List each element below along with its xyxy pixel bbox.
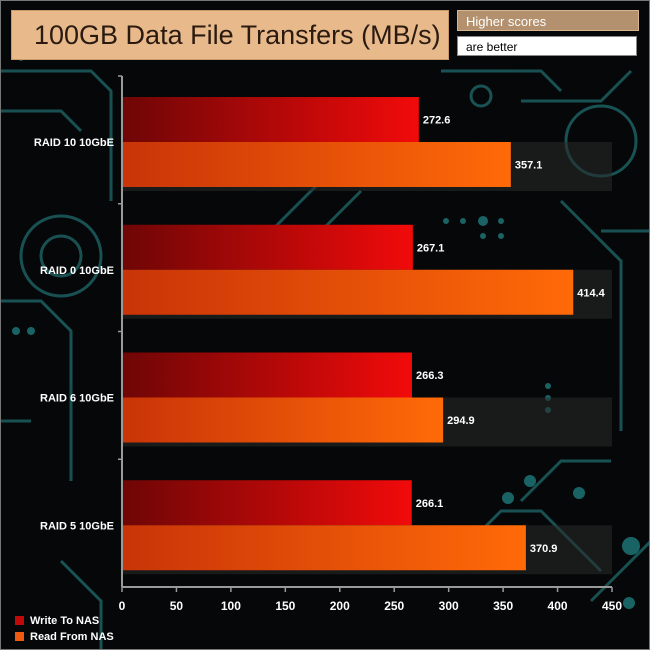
category-label: RAID 6 10GbE	[40, 393, 114, 405]
legend-item-read: Read From NAS	[15, 631, 114, 643]
data-label: 357.1	[515, 160, 543, 172]
x-tick-label: 200	[330, 599, 350, 613]
legend-swatch-read	[15, 632, 24, 641]
x-tick-label: 50	[170, 599, 184, 613]
title-box: 100GB Data File Transfers (MB/s)	[11, 10, 449, 60]
read-bar	[122, 142, 511, 187]
data-label: 266.1	[416, 498, 444, 510]
data-label: 294.9	[447, 415, 475, 427]
write-bar	[122, 97, 419, 142]
legend-label-write: Write To NAS	[30, 615, 100, 627]
write-bar	[122, 352, 412, 398]
read-bar	[122, 269, 574, 315]
legend-item-write: Write To NAS	[15, 615, 99, 627]
read-bar	[122, 525, 526, 571]
x-tick-label: 250	[384, 599, 404, 613]
data-label: 370.9	[530, 543, 558, 555]
write-bar	[122, 480, 412, 526]
legend-label-read: Read From NAS	[30, 631, 114, 643]
write-bar	[122, 224, 413, 270]
category-label: RAID 0 10GbE	[40, 265, 114, 277]
note-are-better: are better	[457, 36, 637, 56]
note-higher-scores: Higher scores	[457, 10, 639, 31]
chart-title: 100GB Data File Transfers (MB/s)	[34, 20, 441, 50]
data-label: 267.1	[417, 242, 445, 254]
category-label: RAID 10 10GbE	[34, 137, 114, 149]
x-tick-label: 0	[119, 599, 126, 613]
data-label: 266.3	[416, 370, 444, 382]
legend-swatch-write	[15, 616, 24, 625]
x-tick-label: 300	[439, 599, 459, 613]
x-tick-label: 450	[602, 599, 622, 613]
data-label: 414.4	[577, 287, 605, 299]
x-tick-label: 100	[221, 599, 241, 613]
data-label: 272.6	[423, 115, 451, 127]
x-tick-label: 150	[275, 599, 295, 613]
x-tick-label: 350	[493, 599, 513, 613]
x-tick-label: 400	[548, 599, 568, 613]
read-bar	[122, 397, 444, 443]
category-label: RAID 5 10GbE	[40, 520, 114, 532]
